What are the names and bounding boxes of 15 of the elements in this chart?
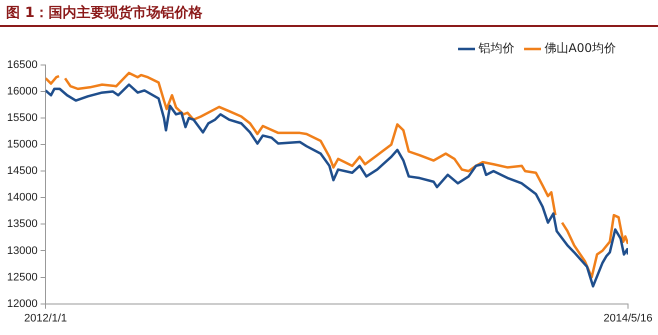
y-tick-label: 12500 bbox=[6, 271, 38, 284]
y-tick-label: 16500 bbox=[6, 59, 38, 72]
y-tick-label: 13500 bbox=[6, 218, 38, 230]
y-tick-label: 14000 bbox=[6, 192, 38, 204]
y-tick-label: 12000 bbox=[6, 298, 38, 310]
legend-label: 铝均价 bbox=[478, 41, 515, 56]
y-tick-label: 14500 bbox=[6, 165, 38, 178]
y-tick-label: 15000 bbox=[6, 138, 38, 151]
y-tick-label: 13000 bbox=[6, 244, 38, 257]
y-tick-label: 15500 bbox=[6, 112, 38, 124]
chart-title: 图 1：国内主要现货市场铝价格 bbox=[0, 0, 658, 27]
y-tick-label: 16000 bbox=[6, 86, 38, 98]
x-tick-label: 2014/5/16 bbox=[604, 312, 652, 324]
x-tick-label: 2012/1/1 bbox=[24, 312, 67, 324]
legend-label: 佛山A00均价 bbox=[544, 41, 616, 56]
